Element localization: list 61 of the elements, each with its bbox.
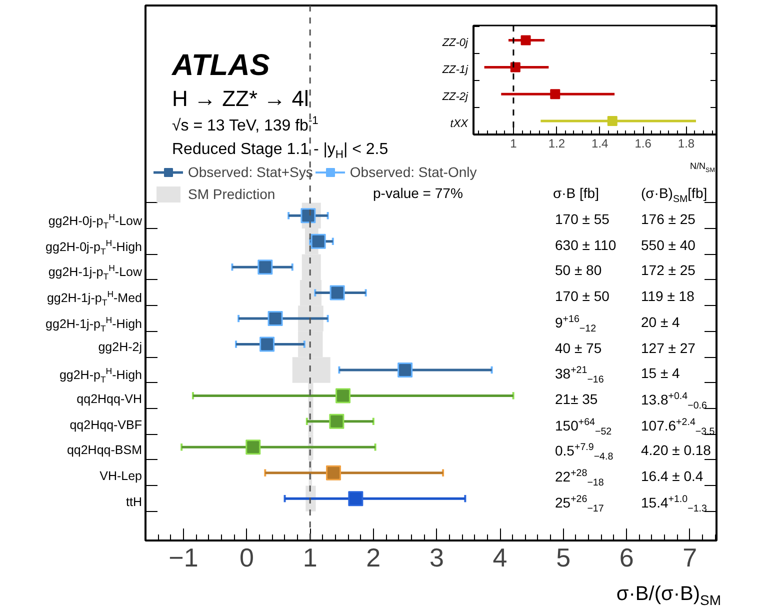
x-tick-label: 1.2 xyxy=(548,136,566,150)
y-tick-label: ttH xyxy=(126,495,142,510)
text: p-value = 77% xyxy=(373,185,463,202)
y-tick-label: gg2H-1j-p$_{T}$$^{H}$-Low xyxy=(48,263,142,282)
annotation: 630 ± 110 xyxy=(555,237,616,254)
y-tick-label: tXX xyxy=(450,118,468,132)
annotation: 50 ± 80 xyxy=(555,262,602,279)
x-tick-label: 1 xyxy=(510,136,518,150)
annotation: 172 ± 25 xyxy=(641,262,696,279)
y-tick-label: gg2H-2j xyxy=(98,340,142,355)
y-tick-label: VH-Lep xyxy=(100,469,142,484)
x-tick-label: 4 xyxy=(492,542,508,572)
annotation: 20 ± 4 xyxy=(641,314,680,331)
y-tick-label: gg2H-1j-p$_{T}$$^{H}$-Med xyxy=(46,289,142,308)
point xyxy=(550,89,560,100)
x-axis-title: N/N$_{SM}$ xyxy=(690,161,715,174)
annotation: 40 ± 75 xyxy=(555,340,602,357)
x-tick-label: 0 xyxy=(240,542,254,572)
x-tick-label: 1 xyxy=(302,542,318,572)
x-tick-label: 6 xyxy=(619,542,634,572)
annotation: 127 ± 27 xyxy=(641,340,696,357)
annotation: 4.20 ± 0.18 xyxy=(641,442,711,459)
y-tick-label: gg2H-p$_{T}$$^{H}$-High xyxy=(59,366,142,386)
y-tick-label: ZZ-1j xyxy=(442,64,468,78)
legend-label: Observed: Stat+Sys xyxy=(188,163,313,181)
x-tick-label: 3 xyxy=(429,542,444,572)
point xyxy=(607,116,618,126)
annotation: 16.4 ± 0.4 xyxy=(641,468,704,485)
text: σ·B [fb] xyxy=(553,185,599,202)
text: √s = 13 TeV, 139 fb$^{-1}$ xyxy=(172,115,318,136)
x-tick-label: 5 xyxy=(556,542,571,572)
y-tick-label: qq2Hqq-BSM xyxy=(66,443,142,458)
annotation: 15 ± 4 xyxy=(641,365,680,382)
point xyxy=(520,35,531,46)
point xyxy=(510,62,520,72)
annotation: 550 ± 40 xyxy=(641,237,696,254)
y-tick-label: gg2H-0j-p$_{T}$$^{H}$-High xyxy=(46,238,142,258)
y-tick-label: ZZ-0j xyxy=(442,37,468,50)
annotation: 170 ± 50 xyxy=(555,288,610,305)
text: ATLAS xyxy=(172,48,270,84)
y-tick-label: qq2Hqq-VBF xyxy=(70,418,142,433)
annotation: 176 ± 25 xyxy=(641,211,696,228)
x-tick-label: 1.8 xyxy=(678,136,695,150)
legend-label: SM Prediction xyxy=(188,185,276,203)
y-tick-label: gg2H-1j-p$_{T}$$^{H}$-High xyxy=(46,315,142,334)
x-tick-label: 2 xyxy=(366,542,381,572)
y-tick-label: gg2H-0j-p$_{T}$$^{H}$-Low xyxy=(48,212,142,232)
legend-label: Observed: Stat-Only xyxy=(350,163,477,181)
text: Reduced Stage 1.1 - |y$_{H}$| < 2.5 xyxy=(172,140,388,163)
x-axis-title: σ·B/(σ·B)$_{SM}$ xyxy=(616,582,721,609)
text: H → ZZ* → 4l xyxy=(172,86,309,112)
annotation: 170 ± 55 xyxy=(555,211,610,228)
x-tick-label: 1.6 xyxy=(634,136,652,150)
annotation: 119 ± 18 xyxy=(641,288,694,305)
x-tick-label: 1.4 xyxy=(592,136,609,150)
y-tick-label: qq2Hqq-VH xyxy=(76,392,142,407)
annotation: 21± 35 xyxy=(555,391,598,408)
y-tick-label: ZZ-2j xyxy=(442,91,468,104)
x-tick-label: 7 xyxy=(682,542,698,572)
x-tick-label: −1 xyxy=(168,542,198,572)
text: (σ·B)$_{SM}$[fb] xyxy=(641,185,708,206)
